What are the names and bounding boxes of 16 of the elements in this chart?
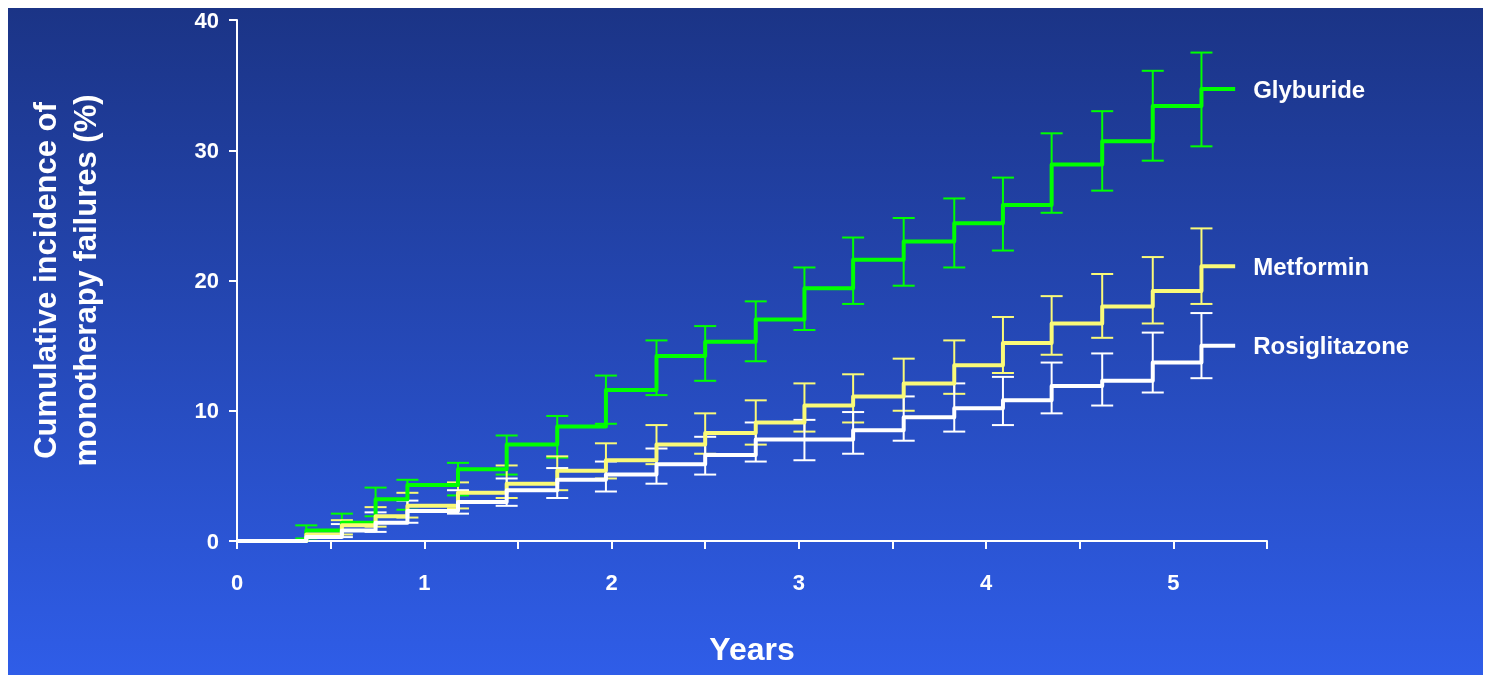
x-axis-title: Years <box>709 631 795 667</box>
series-label: Rosiglitazone <box>1253 332 1410 360</box>
y-tick-label: 30 <box>194 137 219 163</box>
y-tick-label: 0 <box>206 528 219 554</box>
x-tick-label: 0 <box>230 569 244 595</box>
x-tick-label: 4 <box>979 569 993 595</box>
y-tick-label: 10 <box>194 398 219 424</box>
x-tick-label: 5 <box>1167 569 1180 595</box>
x-tick-label: 3 <box>792 569 805 595</box>
y-tick-label: 20 <box>194 268 219 293</box>
series-label: Glyburide <box>1253 75 1366 103</box>
y-tick-label: 40 <box>194 7 219 33</box>
x-tick-label: 1 <box>418 569 431 595</box>
series-label: Metformin <box>1253 252 1370 280</box>
x-tick-label: 2 <box>605 569 618 595</box>
y-axis-title: Cumulative incidence of monotherapy failures (%) <box>27 94 103 467</box>
